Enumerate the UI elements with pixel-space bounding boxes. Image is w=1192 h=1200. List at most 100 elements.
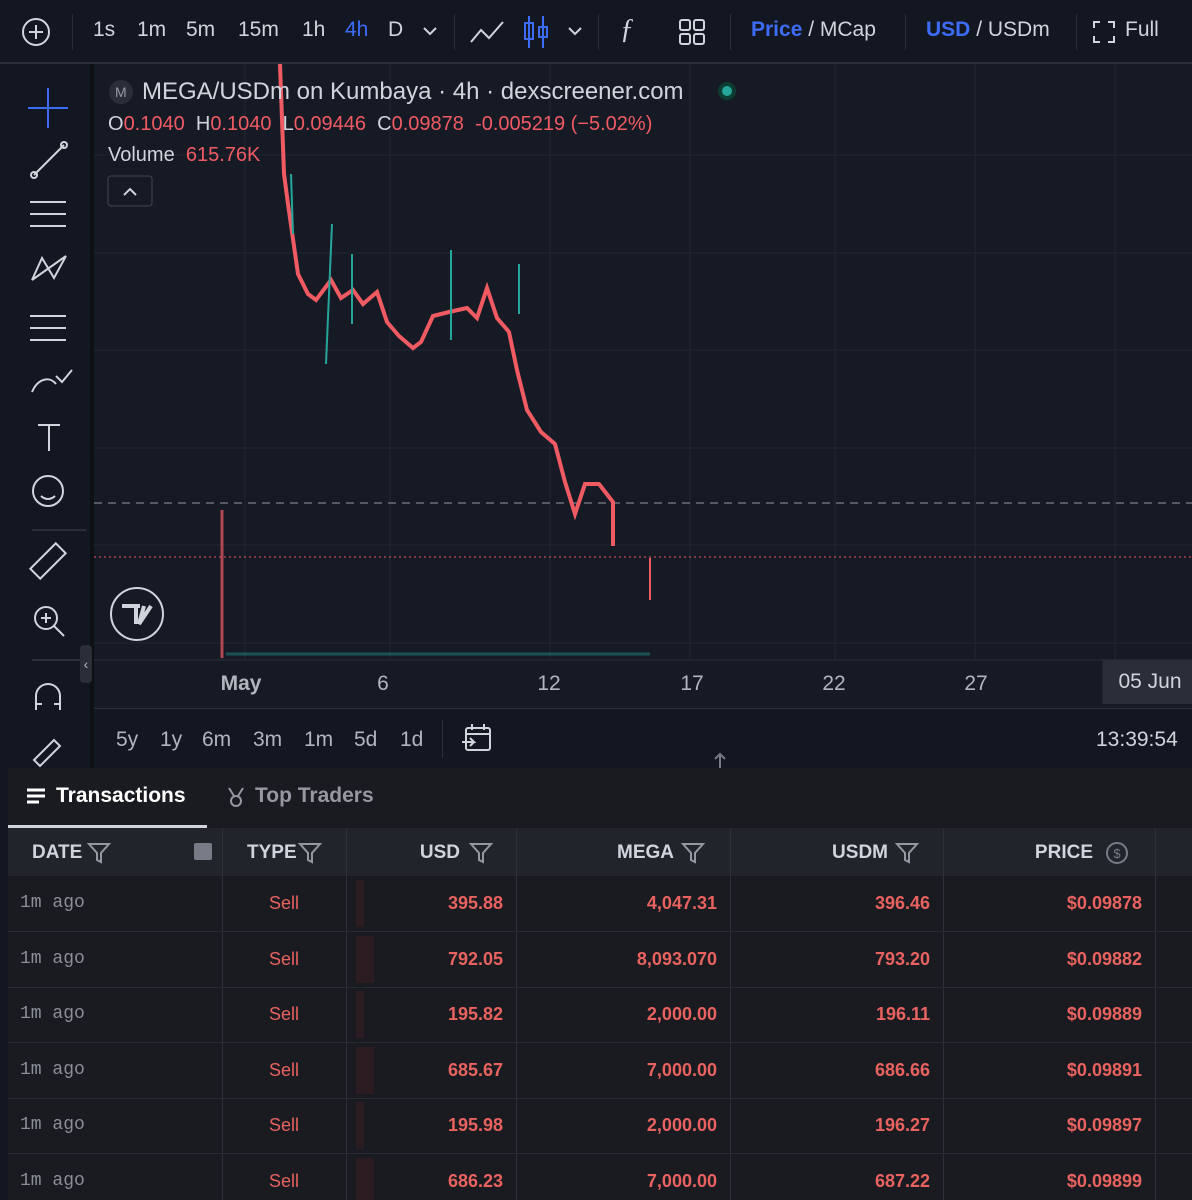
add-icon[interactable]: [20, 16, 52, 48]
cell: 2,000.00: [646, 1004, 717, 1024]
tool-icons: [28, 88, 86, 768]
interval[interactable]: 15m: [238, 18, 279, 41]
column-header[interactable]: PRICE: [1034, 842, 1093, 863]
price-toggle[interactable]: Price: [751, 18, 803, 41]
interval[interactable]: 1m: [137, 18, 167, 41]
tab[interactable]: Transactions: [56, 784, 186, 807]
range-button[interactable]: 1y: [160, 728, 183, 751]
line-chart-icon[interactable]: [468, 16, 508, 48]
dropdown[interactable]: [565, 24, 585, 38]
filter-icon[interactable]: [680, 840, 706, 866]
range-button[interactable]: 5y: [116, 728, 139, 751]
table-row: [8, 1098, 1192, 1154]
date-range-icon[interactable]: [460, 722, 494, 754]
filter-icon[interactable]: [86, 840, 112, 866]
interval[interactable]: 5m: [186, 18, 216, 41]
tab[interactable]: Top Traders: [255, 784, 374, 807]
mcap-toggle[interactable]: / MCap: [808, 18, 876, 41]
cell: Sell: [268, 893, 299, 913]
collapse-toggle[interactable]: ‹: [80, 645, 92, 683]
cell: $0.09891: [1066, 1059, 1142, 1080]
full-button[interactable]: Full: [1125, 18, 1159, 41]
filter-icon[interactable]: [894, 840, 920, 866]
ohlc-value: 0.1040: [210, 113, 272, 135]
cell: 792.05: [447, 948, 503, 969]
table-row: [8, 876, 1192, 932]
cell: 7,000.00: [646, 1170, 717, 1191]
cell: $0.09899: [1066, 1170, 1142, 1191]
column-header[interactable]: TYPE: [247, 842, 297, 863]
volume-bar: [356, 1102, 364, 1149]
cell: Sell: [268, 948, 299, 969]
x-tick-label: 6: [377, 672, 389, 695]
usdm-toggle[interactable]: / USDm: [976, 18, 1050, 41]
filter-icon[interactable]: [468, 840, 494, 866]
volume-bar: [356, 935, 374, 983]
volume-bar: [356, 1046, 374, 1094]
column-header[interactable]: DATE: [32, 842, 83, 863]
ohlc-label: C: [377, 113, 392, 135]
volume-bar: [356, 991, 364, 1038]
candle-icon[interactable]: [520, 14, 552, 50]
layout-icon[interactable]: [678, 18, 706, 46]
interval[interactable]: 1h: [302, 18, 326, 41]
cell: Sell: [268, 1170, 299, 1191]
column-divider: [222, 828, 223, 1200]
cell: Sell: [268, 1059, 299, 1080]
ohlc-label: L: [282, 113, 294, 135]
change: -0.005219 (−5.02%): [475, 113, 653, 135]
cell: 686.66: [874, 1059, 930, 1080]
volume-bar: [356, 1157, 374, 1200]
cell: 396.46: [874, 893, 930, 913]
range-button[interactable]: 5d: [354, 728, 378, 751]
cell: 685.67: [447, 1059, 503, 1080]
ohlc: O0.1040 H0.1040 L0.09446 C0.09878 -0.005…: [108, 113, 652, 136]
cell: $0.09897: [1066, 1115, 1142, 1135]
ohlc-value: 0.09446: [293, 113, 367, 135]
ohlc-value: 0.1040: [123, 113, 185, 135]
ohlc-value: 0.09878: [391, 113, 464, 135]
volume-label: Volume: [108, 144, 175, 166]
filter-icon[interactable]: $: [1104, 840, 1130, 866]
clock: 13:39:54: [1096, 728, 1178, 751]
cell: 686.23: [447, 1170, 503, 1191]
x-tick-label: 17: [680, 672, 704, 695]
range-button[interactable]: 1m: [304, 728, 334, 751]
cell: 793.20: [874, 948, 930, 969]
fullscreen-icon[interactable]: [1092, 20, 1116, 44]
cell: 196.27: [874, 1115, 930, 1135]
interval[interactable]: 1s: [93, 18, 116, 41]
column-header[interactable]: MEGA: [617, 842, 674, 863]
cell: 1m ago: [20, 1059, 85, 1080]
range-button[interactable]: 6m: [202, 728, 232, 751]
cell: 4,047.31: [646, 893, 717, 913]
usd-toggle[interactable]: USD: [926, 18, 971, 41]
dropdown[interactable]: [420, 24, 440, 38]
medal-icon: [228, 787, 244, 807]
column-header[interactable]: USDM: [832, 842, 888, 863]
column-divider: [1155, 828, 1156, 1200]
chart-title: MEGA/USDm on Kumbaya · 4h · dexscreener.…: [142, 78, 684, 105]
interval[interactable]: D: [388, 18, 404, 41]
volume-value: 615.76K: [185, 144, 261, 166]
volume: Volume 615.76K: [108, 144, 260, 167]
filter-icon[interactable]: [297, 840, 323, 866]
column-header[interactable]: USD: [419, 842, 460, 863]
range-button[interactable]: 3m: [253, 728, 283, 751]
cell: Sell: [268, 1115, 299, 1135]
x-tick-label: 05 Jun: [1102, 660, 1192, 704]
cell: 1m ago: [20, 893, 85, 913]
x-tick-label: 22: [822, 672, 846, 695]
cell: $0.09889: [1066, 1004, 1142, 1024]
range-button[interactable]: 1d: [400, 728, 424, 751]
calendar-icon[interactable]: [192, 840, 214, 862]
table-row: [8, 1154, 1192, 1200]
x-tick-label: 12: [537, 672, 561, 695]
indicator-icon[interactable]: ƒ: [620, 14, 634, 45]
cell: 1m ago: [20, 948, 85, 969]
ohlc-label: O: [108, 113, 124, 135]
cell: 1m ago: [20, 1115, 85, 1135]
interval[interactable]: 4h: [345, 18, 369, 41]
svg-text:$: $: [1113, 846, 1121, 861]
